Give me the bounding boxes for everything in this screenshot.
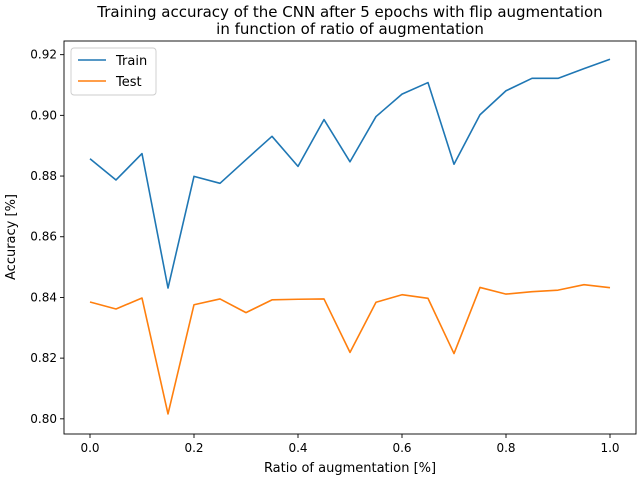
- series-line-train: [89, 58, 611, 289]
- axis-ticks: 0.0 0.2 0.4 0.6 0.8 1.0 0.80 0.82 0.84 0.86 0.88 0.…: [30, 48, 619, 455]
- chart-subtitle: in function of ratio of augmentation: [216, 20, 484, 38]
- y-tick-label: 0.90: [30, 108, 57, 122]
- y-tick-label: 0.80: [30, 412, 57, 426]
- y-tick-label: 0.82: [30, 351, 57, 365]
- x-tick-label: 0.6: [392, 441, 411, 455]
- legend-label-test: Test: [115, 75, 142, 90]
- x-tick-label: 0.4: [288, 441, 307, 455]
- plot-frame: [63, 40, 637, 435]
- x-tick-label: 0.8: [496, 441, 515, 455]
- legend-label-train: Train: [115, 54, 147, 69]
- x-tick-label: 0.0: [80, 441, 99, 455]
- y-tick-label: 0.86: [30, 230, 57, 244]
- x-tick-label: 0.2: [184, 441, 203, 455]
- plot-lines: [89, 58, 611, 415]
- legend: Train Test: [70, 47, 157, 96]
- chart-title: Training accuracy of the CNN after 5 epo…: [96, 3, 602, 21]
- y-tick-label: 0.92: [30, 48, 57, 62]
- y-tick-label: 0.88: [30, 169, 57, 183]
- y-tick-label: 0.84: [30, 290, 57, 304]
- series-line-test: [89, 283, 611, 415]
- y-axis-label: Accuracy [%]: [4, 194, 19, 280]
- x-axis-label: Ratio of augmentation [%]: [264, 461, 436, 476]
- x-tick-label: 1.0: [600, 441, 619, 455]
